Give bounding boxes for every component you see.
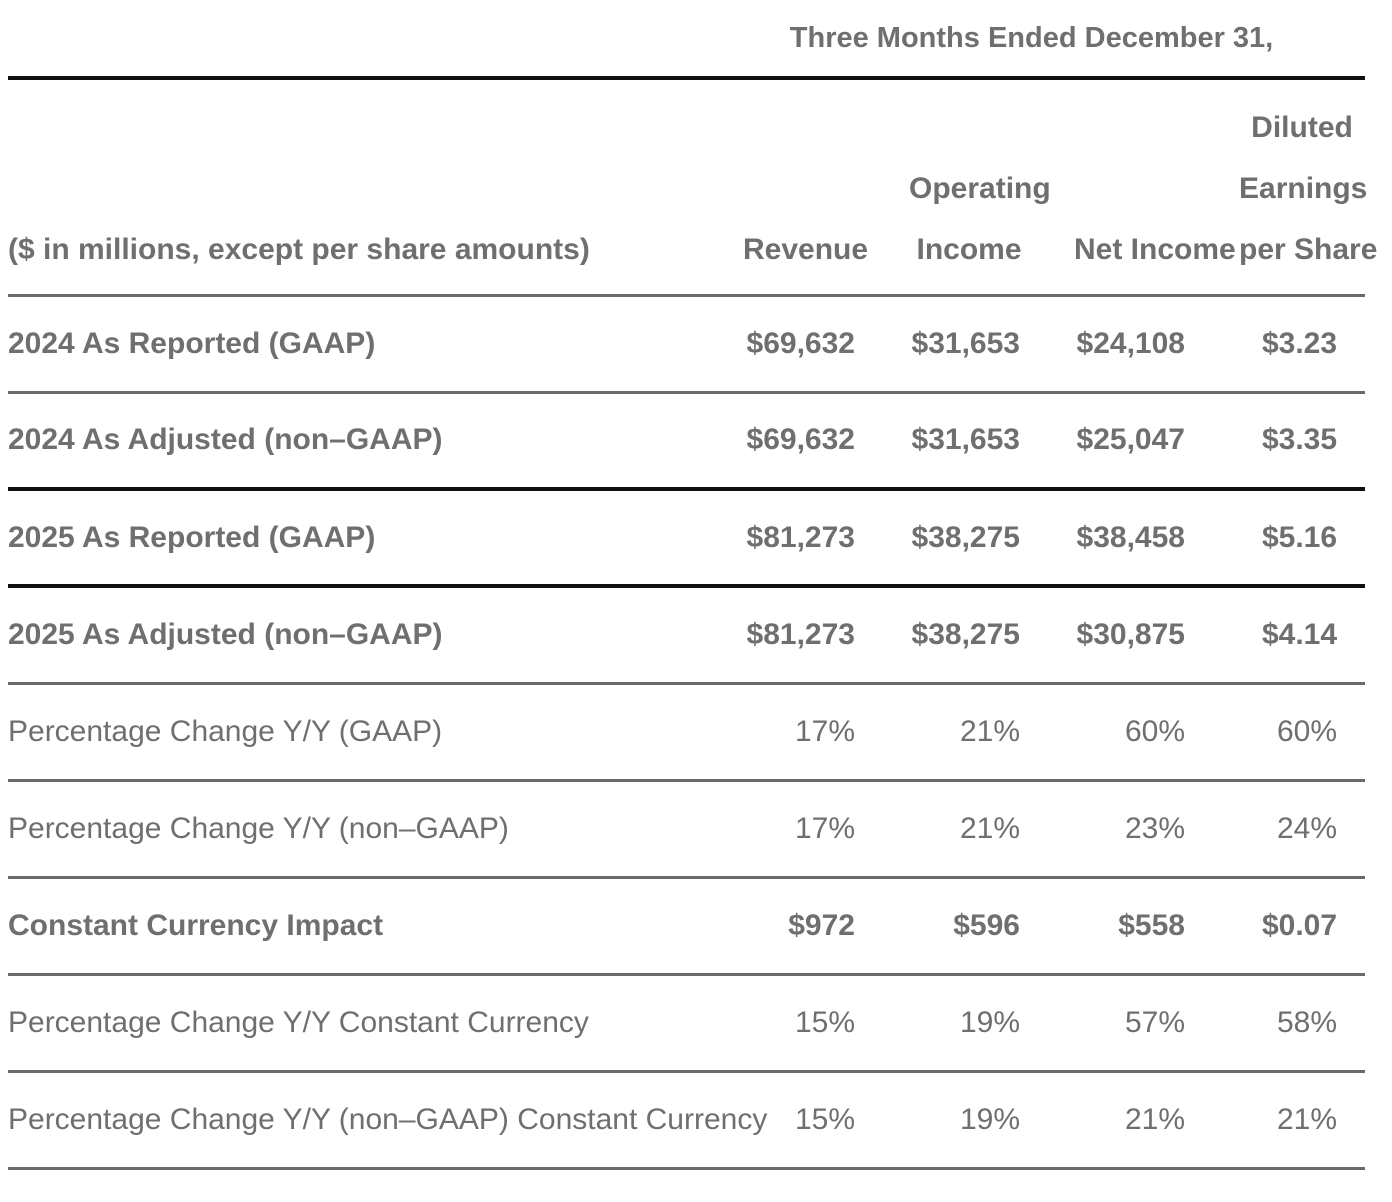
value-operating-income: $596 (953, 908, 1020, 942)
column-header-revenue: Revenue (698, 78, 869, 295)
table-row-pct-change-nongaap: Percentage Change Y/Y (non–GAAP) 17% 21%… (8, 780, 1366, 877)
value-revenue: 15% (794, 1102, 855, 1136)
row-label: 2025 As Reported (GAAP) (8, 520, 376, 554)
table-row-2025-reported-gaap: 2025 As Reported (GAAP) $81,273 $38,275 … (8, 489, 1366, 586)
value-net-income: 60% (1124, 714, 1185, 748)
value-revenue: 17% (794, 714, 855, 748)
table-row-constant-currency-impact: Constant Currency Impact $972 $596 $558 … (8, 877, 1366, 974)
value-net-income: $25,047 (1076, 423, 1185, 457)
value-operating-income: $38,275 (911, 617, 1020, 651)
value-diluted-eps: $3.35 (1261, 423, 1338, 457)
value-revenue: 15% (794, 1005, 855, 1039)
value-diluted-eps: 24% (1276, 811, 1338, 845)
financial-results-table: Three Months Ended December 31, ($ in mi… (8, 0, 1378, 1170)
column-header-line: Operating (909, 171, 1051, 205)
value-diluted-eps: $3.23 (1261, 326, 1338, 360)
value-net-income: $38,458 (1076, 520, 1185, 554)
value-net-income: $24,108 (1076, 326, 1185, 360)
value-operating-income: $31,653 (911, 326, 1020, 360)
column-header-line: Income (916, 232, 1022, 266)
row-label: Percentage Change Y/Y (GAAP) (8, 714, 443, 748)
row-label: 2024 As Reported (GAAP) (8, 326, 376, 360)
value-revenue: $69,632 (746, 326, 855, 360)
row-label: Constant Currency Impact (8, 908, 384, 942)
value-diluted-eps: 60% (1276, 714, 1338, 748)
value-revenue: $69,632 (746, 423, 855, 457)
column-header-operating-income: Operating Income (864, 78, 1051, 295)
value-operating-income: 19% (959, 1005, 1020, 1039)
column-header-line: per Share (1239, 232, 1378, 266)
value-operating-income: $31,653 (911, 423, 1020, 457)
row-label: Percentage Change Y/Y Constant Currency (8, 1005, 589, 1039)
value-diluted-eps: 58% (1276, 1005, 1338, 1039)
table-row-pct-change-nongaap-constant-currency: Percentage Change Y/Y (non–GAAP) Constan… (8, 1071, 1366, 1168)
table-row-2024-reported-gaap: 2024 As Reported (GAAP) $69,632 $31,653 … (8, 295, 1366, 392)
column-header-row: ($ in millions, except per share amounts… (8, 78, 1378, 295)
column-header-line: Earnings (1239, 171, 1368, 205)
column-header-line: Diluted (1251, 110, 1353, 144)
value-net-income: $30,875 (1076, 617, 1185, 651)
value-net-income: 23% (1124, 811, 1185, 845)
value-diluted-eps: $4.14 (1261, 617, 1338, 651)
corner-spacer (8, 0, 698, 78)
value-operating-income: 21% (959, 811, 1020, 845)
value-net-income: 57% (1124, 1005, 1185, 1039)
column-header-net-income: Net Income (1029, 78, 1236, 295)
value-revenue: $972 (788, 908, 855, 942)
row-label: 2024 As Adjusted (non–GAAP) (8, 423, 443, 457)
value-diluted-eps: 21% (1276, 1102, 1338, 1136)
value-diluted-eps: $0.07 (1261, 908, 1338, 942)
value-net-income: 21% (1124, 1102, 1185, 1136)
value-revenue: $81,273 (746, 617, 855, 651)
period-header-row: Three Months Ended December 31, (8, 0, 1366, 78)
value-revenue: $81,273 (746, 520, 855, 554)
value-operating-income: 19% (959, 1102, 1020, 1136)
row-label: Percentage Change Y/Y (non–GAAP) Constan… (8, 1102, 768, 1136)
row-label: 2025 As Adjusted (non–GAAP) (8, 617, 443, 651)
column-header-diluted-eps: Diluted Earnings per Share (1194, 78, 1378, 295)
period-header: Three Months Ended December 31, (789, 21, 1274, 54)
table-row-pct-change-constant-currency: Percentage Change Y/Y Constant Currency … (8, 974, 1366, 1071)
column-header-line: Net Income (1074, 232, 1236, 266)
value-operating-income: 21% (959, 714, 1020, 748)
row-label: Percentage Change Y/Y (non–GAAP) (8, 811, 509, 845)
column-header-line: Revenue (743, 232, 869, 266)
value-revenue: 17% (794, 811, 855, 845)
table-row-2024-adjusted-nongaap: 2024 As Adjusted (non–GAAP) $69,632 $31,… (8, 392, 1366, 489)
units-note: ($ in millions, except per share amounts… (8, 232, 590, 266)
table-row-pct-change-gaap: Percentage Change Y/Y (GAAP) 17% 21% 60%… (8, 683, 1366, 780)
value-diluted-eps: $5.16 (1261, 520, 1338, 554)
table-row-2025-adjusted-nongaap: 2025 As Adjusted (non–GAAP) $81,273 $38,… (8, 586, 1366, 683)
value-net-income: $558 (1118, 908, 1185, 942)
value-operating-income: $38,275 (911, 520, 1020, 554)
